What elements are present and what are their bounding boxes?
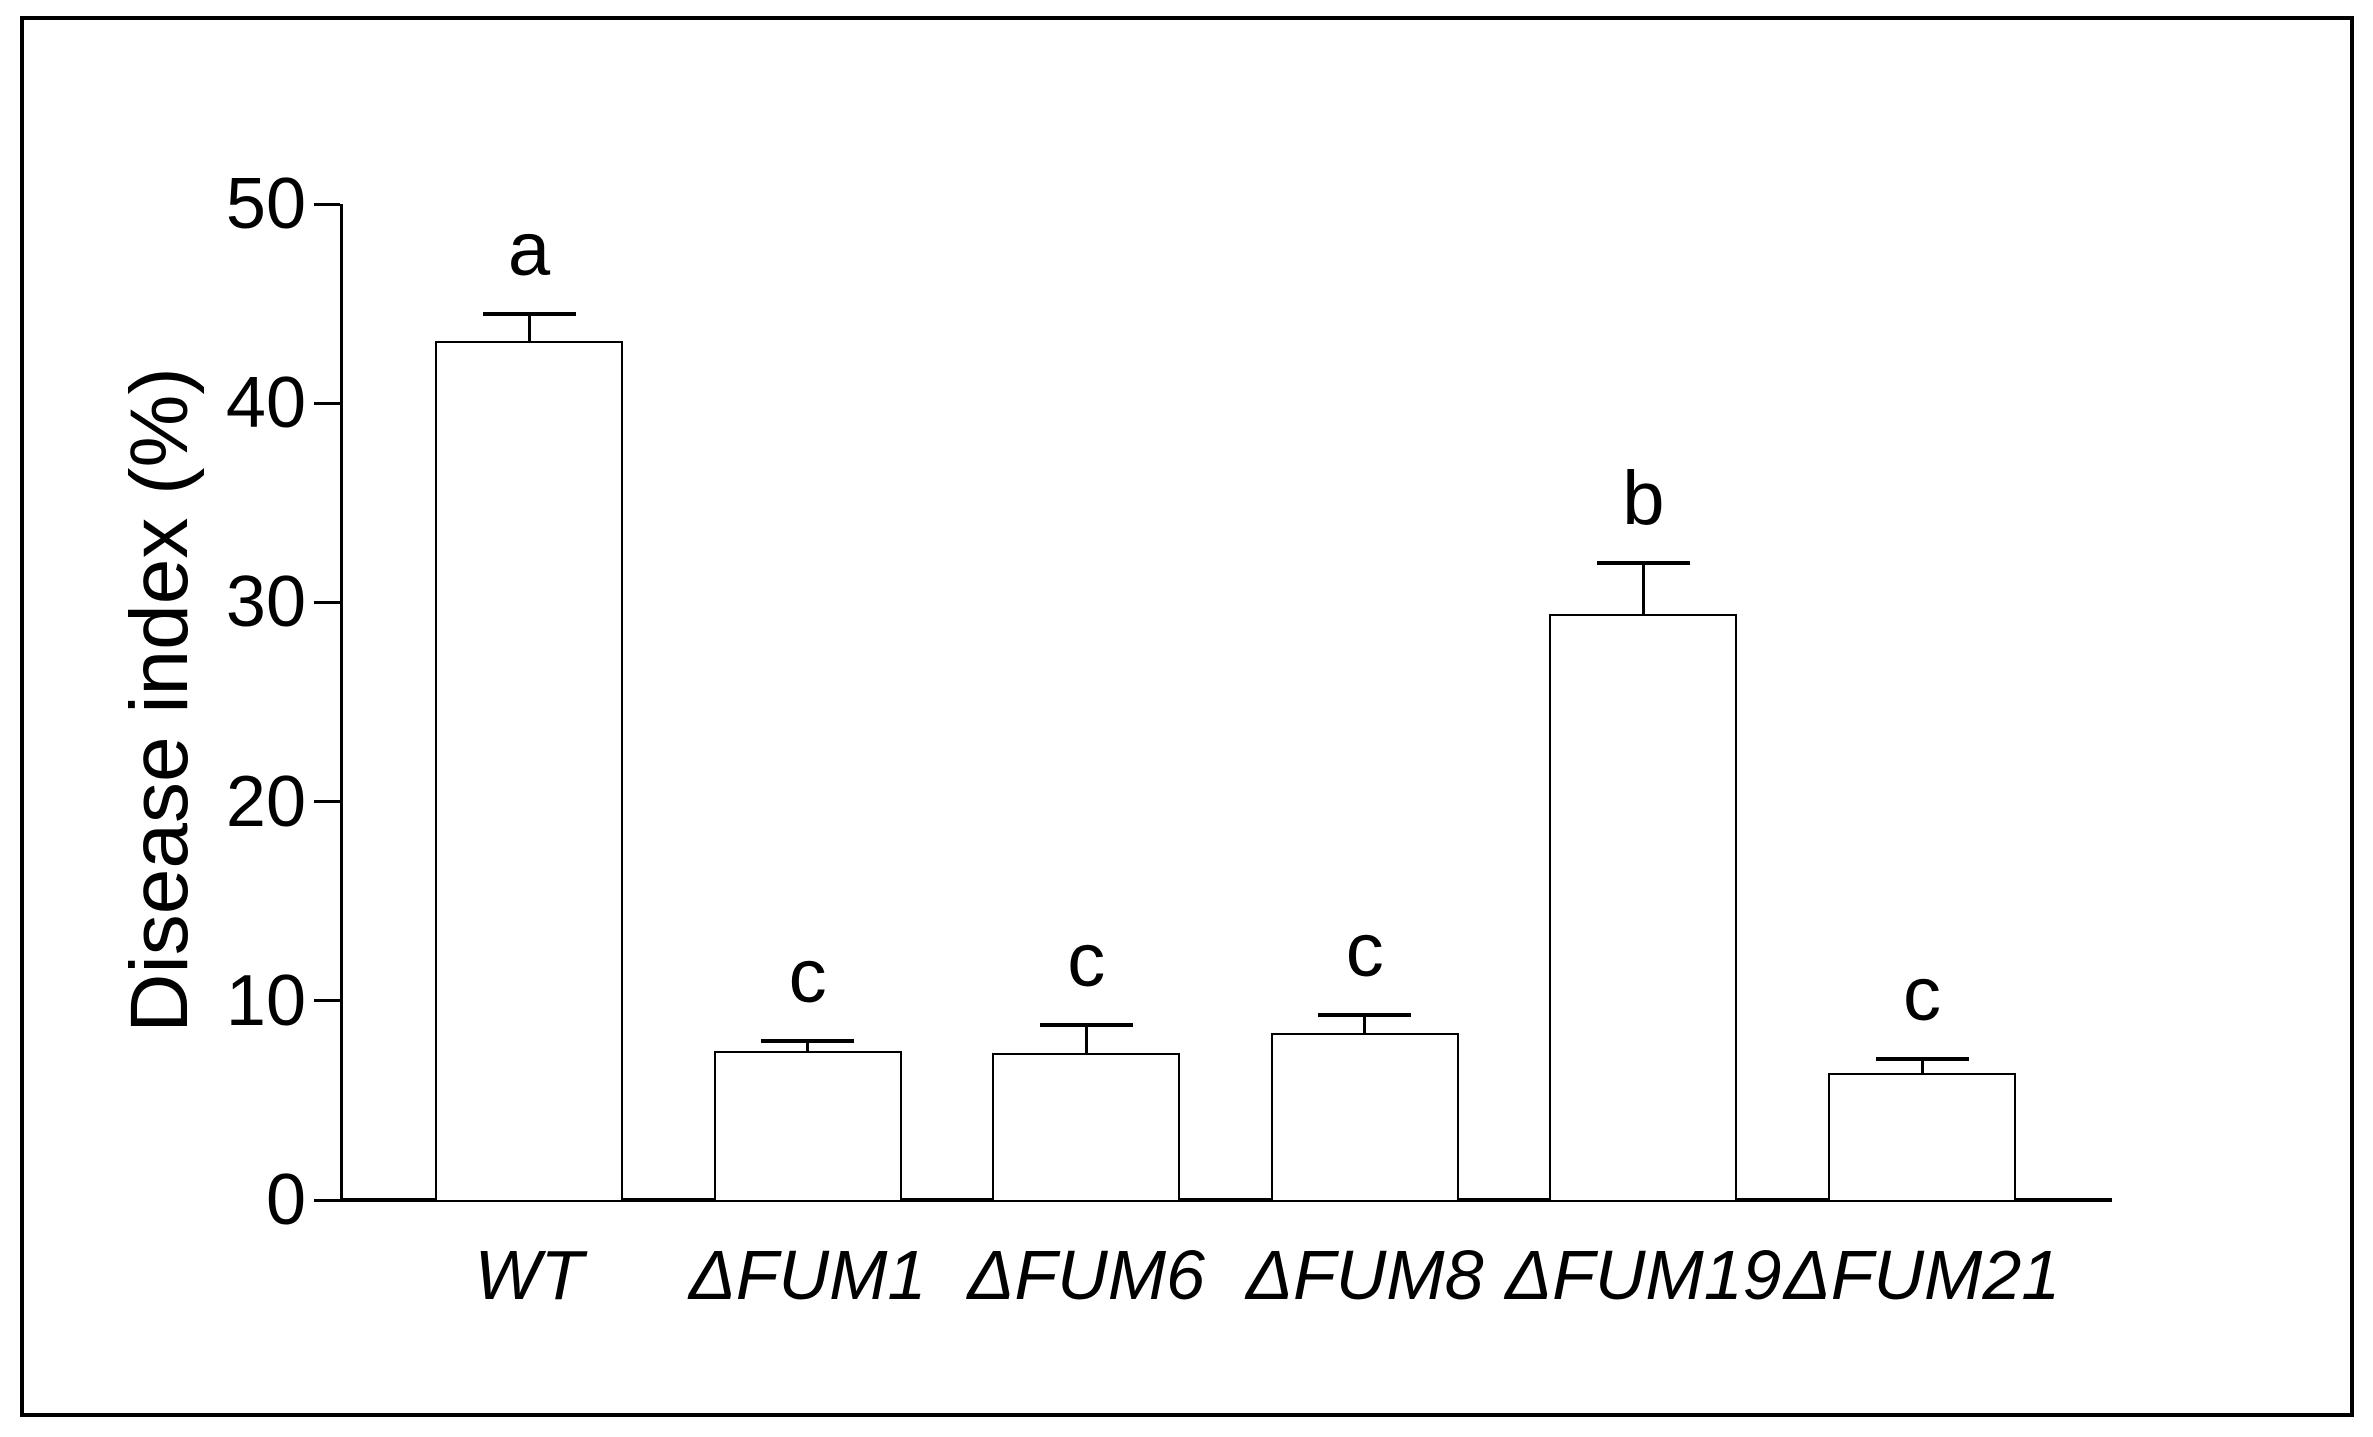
bar-ΔFUM19	[1549, 614, 1738, 1202]
y-tick-label: 30	[225, 562, 306, 643]
bar-WT	[435, 341, 623, 1202]
error-bar-line	[1363, 1014, 1367, 1033]
error-bar-cap	[482, 311, 576, 316]
bar-ΔFUM21	[1828, 1072, 2016, 1202]
significance-letter: b	[1622, 455, 1665, 541]
significance-letter: c	[788, 933, 827, 1019]
y-tick-mark	[314, 202, 340, 206]
y-tick-mark	[314, 999, 340, 1003]
x-category-label: ΔFUM19	[1505, 1236, 1782, 1314]
error-bar-cap	[761, 1038, 855, 1043]
x-category-label: ΔFUM21	[1783, 1236, 2061, 1314]
bar-ΔFUM1	[713, 1050, 902, 1202]
y-tick-label: 50	[225, 164, 306, 244]
y-tick-mark	[314, 401, 340, 405]
error-bar-cap	[1596, 560, 1690, 565]
error-bar-line	[1920, 1058, 1924, 1073]
x-category-label: ΔFUM6	[967, 1236, 1205, 1314]
bar-ΔFUM6	[992, 1052, 1181, 1202]
significance-letter: c	[1345, 907, 1384, 993]
error-bar-cap	[1039, 1022, 1133, 1027]
significance-letter: a	[507, 206, 551, 292]
x-axis-line	[340, 1198, 2112, 1202]
error-bar-cap	[1318, 1012, 1412, 1017]
y-axis-title: Disease index (%)	[114, 367, 205, 1033]
y-tick-label: 10	[225, 960, 306, 1041]
error-bar-line	[1641, 562, 1645, 615]
y-tick-label: 0	[265, 1160, 306, 1240]
x-category-label: ΔFUM8	[1246, 1236, 1484, 1314]
significance-letter: c	[1067, 917, 1106, 1003]
y-axis-line	[340, 204, 343, 1202]
error-bar-line	[806, 1040, 810, 1051]
y-tick-label: 20	[225, 761, 306, 842]
error-bar-line	[527, 313, 531, 342]
significance-letter: c	[1903, 951, 1941, 1037]
x-category-label: ΔFUM1	[688, 1236, 927, 1314]
y-tick-mark	[314, 600, 340, 604]
error-bar-cap	[1875, 1056, 1969, 1061]
x-category-label: WT	[474, 1236, 584, 1314]
y-tick-mark	[314, 1198, 340, 1202]
bar-ΔFUM8	[1270, 1032, 1459, 1202]
y-tick-mark	[314, 800, 340, 804]
error-bar-line	[1084, 1024, 1088, 1053]
y-tick-label: 40	[225, 363, 306, 444]
